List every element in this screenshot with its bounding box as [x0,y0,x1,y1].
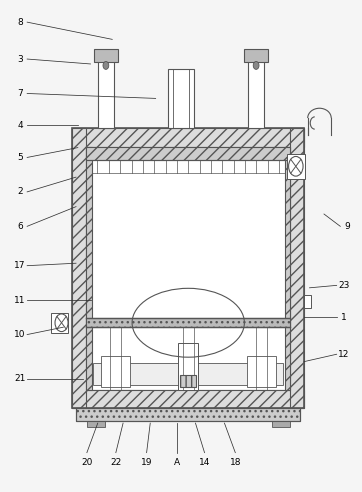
Text: 18: 18 [230,458,241,467]
Bar [247,356,276,387]
Bar [180,375,196,387]
Bar [290,128,304,408]
Bar [93,363,283,385]
Text: 20: 20 [81,458,93,467]
Bar [98,59,114,128]
Bar [94,49,118,62]
Text: 12: 12 [338,350,350,359]
Bar [86,160,290,173]
Text: 17: 17 [14,261,26,270]
Bar [248,59,264,128]
Bar [72,128,304,147]
Text: 5: 5 [17,153,23,162]
Text: 7: 7 [17,89,23,98]
Text: 23: 23 [338,281,350,290]
Bar [76,408,300,421]
Bar [304,295,311,308]
Bar [86,147,290,160]
Text: 14: 14 [199,458,210,467]
Bar [72,390,304,408]
Bar [244,49,268,62]
Text: A: A [174,458,180,467]
Bar [76,408,300,421]
Bar [72,128,304,408]
Text: 6: 6 [17,222,23,231]
Bar [272,421,290,427]
Text: 4: 4 [17,121,23,130]
Bar [168,69,194,128]
Text: 22: 22 [110,458,122,467]
Text: 9: 9 [345,222,350,231]
Text: 11: 11 [14,296,26,305]
Bar [72,128,86,408]
Text: 8: 8 [17,18,23,27]
Circle shape [253,62,259,69]
Bar [86,147,290,390]
Text: 3: 3 [17,55,23,63]
Bar [178,343,198,390]
Text: 2: 2 [17,187,23,196]
Bar [287,154,305,179]
Text: 1: 1 [341,313,347,322]
Bar [51,313,68,333]
Text: 10: 10 [14,330,26,339]
Bar [87,421,105,427]
Bar [86,147,92,390]
Text: 19: 19 [141,458,152,467]
Bar [86,318,290,327]
Text: 21: 21 [14,374,26,383]
Circle shape [103,62,109,69]
Bar [285,147,290,390]
Bar [101,356,130,387]
